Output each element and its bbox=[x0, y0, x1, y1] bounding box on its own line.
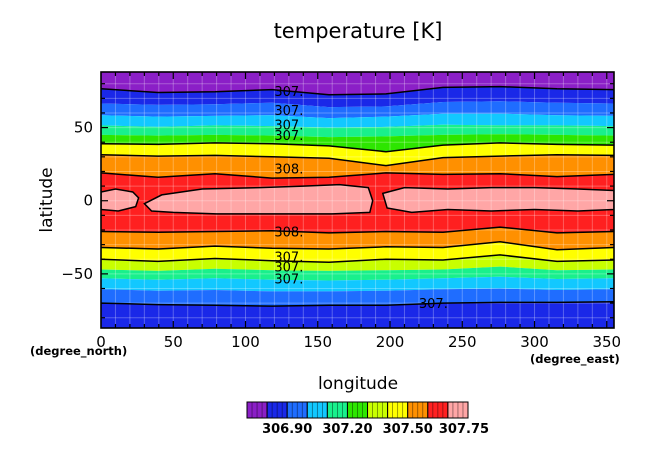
y-axis-ticks: −50 0 50 bbox=[61, 83, 614, 319]
contour-band bbox=[101, 154, 614, 179]
contour-line bbox=[101, 254, 614, 263]
x-unit-label: (degree_east) bbox=[530, 352, 620, 367]
x-axis-ticks: 0 50 100 150 200 250 300 350 bbox=[96, 72, 621, 351]
plot-frame bbox=[100, 71, 615, 329]
x-tick-label: 350 bbox=[592, 333, 621, 351]
contour-label: 307. bbox=[274, 104, 303, 119]
contour-label: 308. bbox=[274, 225, 303, 240]
x-tick-label: 200 bbox=[376, 333, 405, 351]
colorbar-tick-label: 307.50 bbox=[383, 422, 433, 437]
contour-band bbox=[101, 266, 614, 281]
contour-label: 307. bbox=[274, 129, 303, 144]
y-tick-label: −50 bbox=[61, 265, 93, 283]
contour-band bbox=[101, 113, 614, 128]
contour-line bbox=[101, 240, 614, 251]
contour-label: 307. bbox=[274, 250, 303, 265]
contour-label: 307. bbox=[274, 119, 303, 134]
contour-label: 308. bbox=[274, 163, 303, 178]
contour-band bbox=[101, 254, 614, 271]
contour-bands bbox=[101, 72, 614, 328]
contour-line bbox=[381, 186, 614, 214]
contour-label: 307. bbox=[419, 297, 448, 312]
colorbar-tick-label: 307.75 bbox=[439, 422, 489, 437]
x-tick-label: 150 bbox=[303, 333, 332, 351]
x-tick-label: 250 bbox=[448, 333, 477, 351]
contour-band bbox=[101, 124, 614, 138]
colorbar bbox=[246, 401, 469, 419]
y-axis-label: latitude bbox=[37, 167, 57, 232]
contour-line bbox=[101, 85, 614, 96]
contour-line bbox=[101, 188, 140, 212]
contour-band bbox=[101, 134, 614, 152]
contour-band bbox=[101, 301, 614, 328]
contour-band bbox=[101, 288, 614, 307]
contour-line bbox=[101, 172, 614, 179]
x-tick-label: 0 bbox=[96, 333, 106, 351]
x-tick-label: 300 bbox=[520, 333, 549, 351]
contour-line bbox=[101, 142, 614, 153]
contour-line bbox=[101, 226, 614, 234]
x-tick-label: 50 bbox=[164, 333, 183, 351]
contour-band bbox=[101, 189, 139, 211]
contour-band bbox=[144, 184, 373, 214]
contour-label: 307. bbox=[274, 85, 303, 100]
contour-band bbox=[101, 101, 614, 119]
x-axis-label: longitude bbox=[318, 374, 398, 394]
contour-line bbox=[101, 153, 614, 167]
y-unit-label: (degree_north) bbox=[30, 344, 127, 359]
colorbar-tick-label: 306.90 bbox=[262, 422, 312, 437]
y-tick-label: 0 bbox=[83, 192, 93, 210]
contour-labels: 307.307.307.307.308.308.307.307.307.307. bbox=[274, 85, 447, 312]
contour-line bbox=[101, 300, 614, 307]
grid-lines bbox=[101, 72, 614, 328]
contour-band bbox=[101, 227, 614, 250]
contour-band bbox=[382, 187, 614, 213]
contour-band bbox=[101, 72, 614, 95]
colorbar-tick-label: 307.20 bbox=[322, 422, 372, 437]
chart-title: temperature [K] bbox=[274, 19, 443, 43]
x-tick-label: 100 bbox=[231, 333, 260, 351]
contour-band bbox=[101, 276, 614, 292]
contour-line bbox=[143, 183, 374, 215]
colorbar-tick-labels: 306.90 307.20 307.50 307.75 bbox=[262, 422, 489, 437]
contour-band bbox=[101, 142, 614, 166]
contour-lines bbox=[101, 85, 614, 307]
y-tick-label: 50 bbox=[74, 119, 93, 137]
contour-label: 307. bbox=[274, 272, 303, 287]
contour-label: 307. bbox=[274, 261, 303, 276]
